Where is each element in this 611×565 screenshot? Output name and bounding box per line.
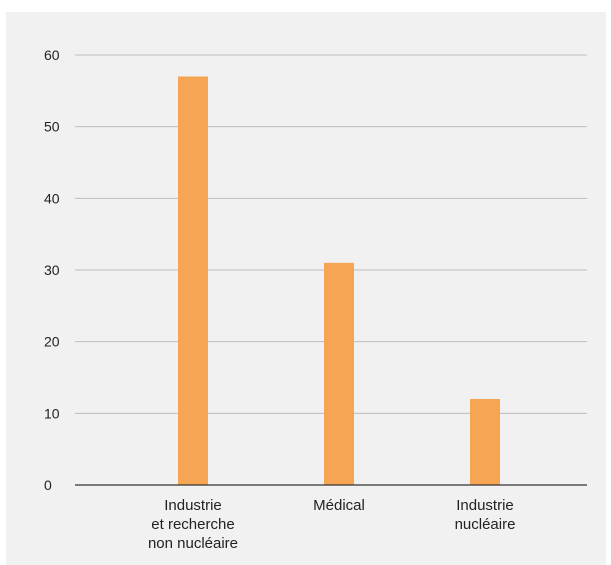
y-tick-label: 20: [44, 334, 60, 350]
y-tick-label: 30: [44, 262, 60, 278]
y-tick-label: 50: [44, 119, 60, 135]
x-tick-label-line: nucléaire: [455, 516, 516, 533]
x-tick-label: Industrie et recherche non nucléaire: [148, 497, 238, 552]
x-tick-label-line: Médical: [313, 497, 365, 514]
y-tick-label: 0: [44, 477, 52, 493]
x-tick-label: Industrie nucléaire: [455, 497, 516, 533]
bar: [178, 76, 208, 485]
x-axis-labels: Industrie et recherche non nucléaire Médica…: [148, 497, 515, 552]
y-tick-label: 10: [44, 405, 60, 421]
x-tick-label-line: Industrie: [456, 497, 514, 514]
bar: [324, 262, 354, 485]
y-axis-ticks: 0 10 20 30 40 50 60: [44, 47, 60, 493]
x-tick-label-line: Industrie: [164, 497, 222, 514]
x-tick-label: Médical: [313, 497, 365, 514]
x-tick-label-line: et recherche: [151, 516, 234, 533]
bars: [178, 76, 500, 485]
y-tick-label: 60: [44, 47, 60, 63]
x-tick-label-line: non nucléaire: [148, 535, 238, 552]
chart-panel: [6, 12, 606, 565]
y-tick-label: 40: [44, 190, 60, 206]
bar: [470, 399, 500, 485]
